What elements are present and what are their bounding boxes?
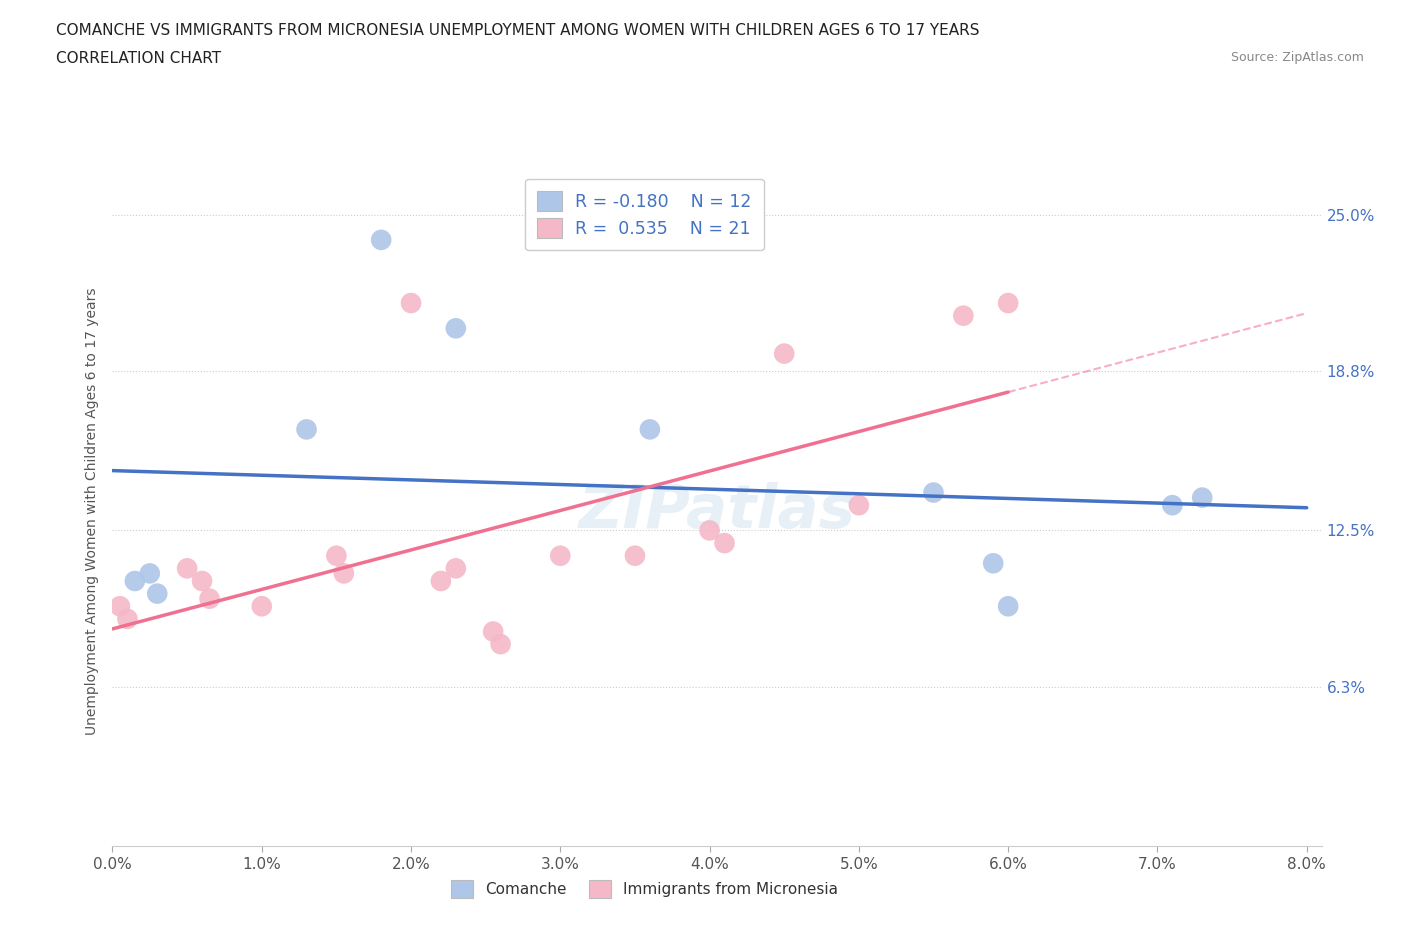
Point	[489, 637, 512, 652]
Point	[550, 549, 572, 564]
Point	[1191, 490, 1213, 505]
Point	[430, 574, 453, 589]
Point	[117, 611, 139, 626]
Y-axis label: Unemployment Among Women with Children Ages 6 to 17 years: Unemployment Among Women with Children A…	[84, 287, 98, 736]
Point	[124, 574, 146, 589]
Point	[952, 308, 974, 323]
Text: Source: ZipAtlas.com: Source: ZipAtlas.com	[1230, 51, 1364, 64]
Text: ZIPatlas: ZIPatlas	[578, 482, 856, 541]
Point	[191, 574, 214, 589]
Point	[1161, 498, 1184, 512]
Point	[370, 232, 392, 247]
Point	[699, 523, 721, 538]
Point	[325, 549, 347, 564]
Text: COMANCHE VS IMMIGRANTS FROM MICRONESIA UNEMPLOYMENT AMONG WOMEN WITH CHILDREN AG: COMANCHE VS IMMIGRANTS FROM MICRONESIA U…	[56, 23, 980, 38]
Point	[981, 556, 1004, 571]
Point	[198, 591, 221, 606]
Point	[848, 498, 870, 512]
Point	[444, 321, 467, 336]
Point	[146, 586, 169, 601]
Point	[773, 346, 796, 361]
Point	[295, 422, 318, 437]
Point	[176, 561, 198, 576]
Point	[482, 624, 505, 639]
Point	[444, 561, 467, 576]
Point	[997, 296, 1019, 311]
Point	[638, 422, 661, 437]
Point	[108, 599, 131, 614]
Point	[250, 599, 273, 614]
Point	[333, 566, 356, 581]
Point	[624, 549, 647, 564]
Point	[139, 566, 162, 581]
Point	[399, 296, 422, 311]
Point	[997, 599, 1019, 614]
Legend: Comanche, Immigrants from Micronesia: Comanche, Immigrants from Micronesia	[443, 872, 845, 906]
Text: CORRELATION CHART: CORRELATION CHART	[56, 51, 221, 66]
Point	[713, 536, 735, 551]
Point	[922, 485, 945, 500]
